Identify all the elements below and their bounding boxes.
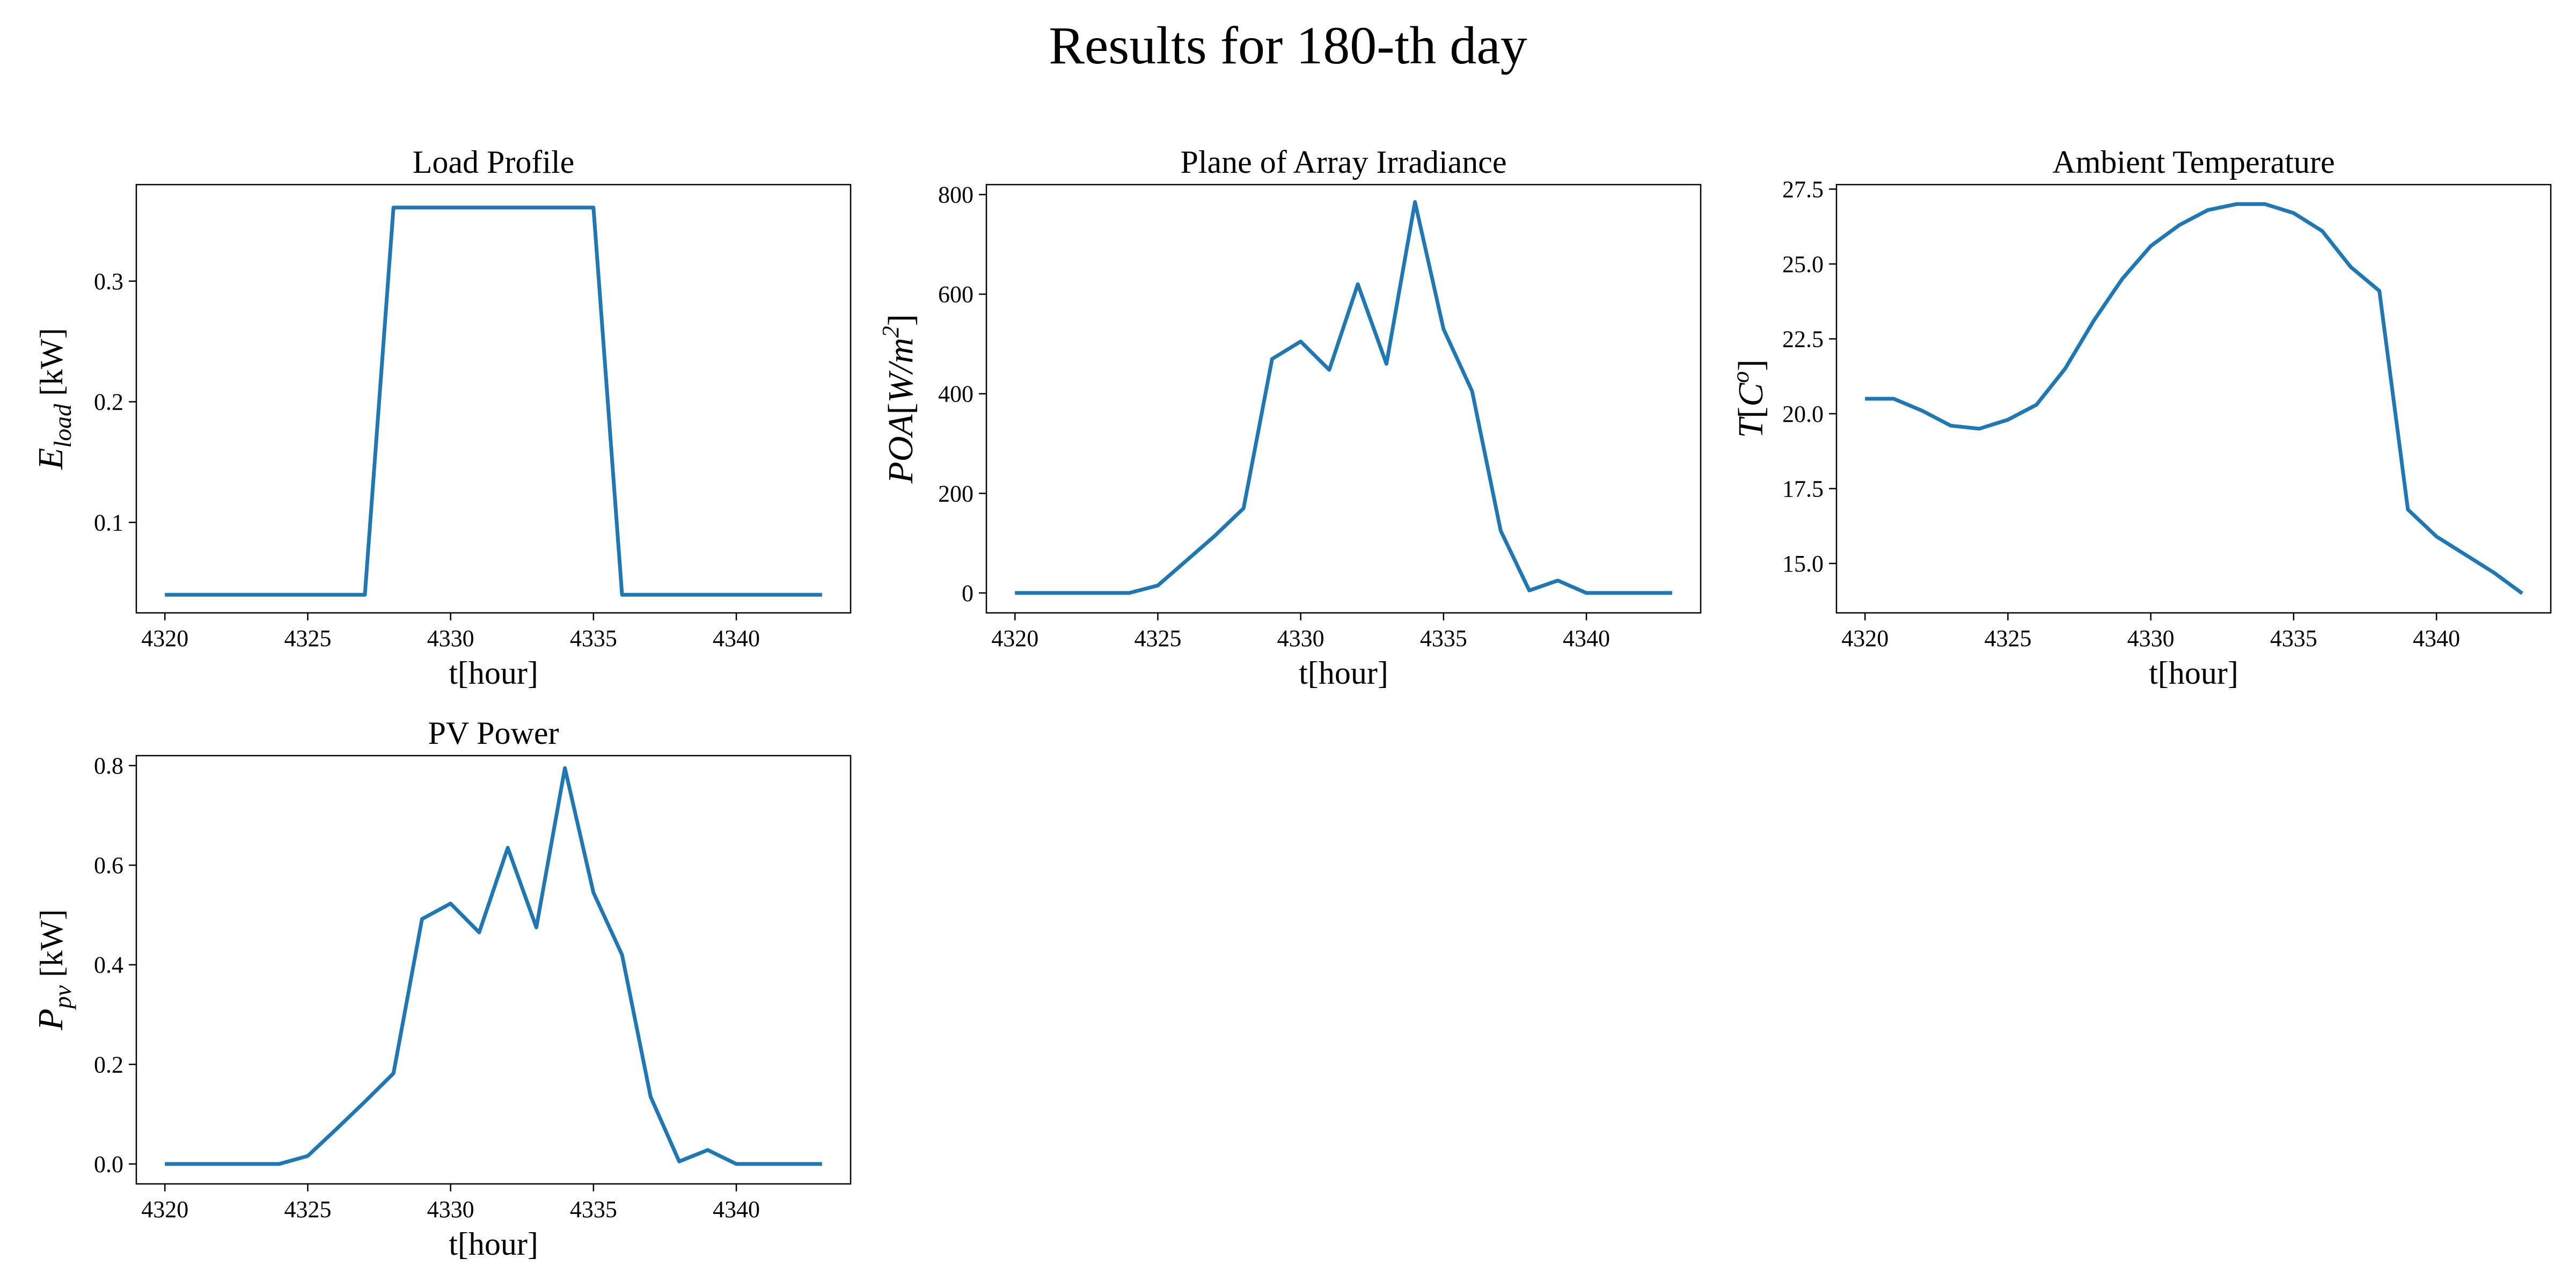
y-tick-label: 600 bbox=[938, 281, 974, 308]
x-tick-label: 4340 bbox=[713, 625, 760, 652]
x-tick-label: 4320 bbox=[141, 625, 188, 652]
x-tick-label: 4320 bbox=[141, 1196, 188, 1223]
x-tick-label: 4325 bbox=[284, 625, 331, 652]
x-tick-label: 4330 bbox=[1277, 625, 1324, 652]
y-tick-label: 0.4 bbox=[94, 952, 123, 978]
series-line bbox=[165, 766, 822, 1166]
y-tick-label: 17.5 bbox=[1782, 475, 1824, 502]
axes-frame bbox=[135, 755, 852, 1185]
series-line bbox=[165, 206, 822, 597]
plot-poa-irradiance: Plane of Array Irradiance 4320 4325 4330 433… bbox=[877, 144, 1702, 691]
plot-title: Ambient Temperature bbox=[2052, 144, 2334, 180]
y-tick-label: 15.0 bbox=[1782, 551, 1824, 577]
y-tick-label: 25.0 bbox=[1782, 251, 1824, 277]
y-tick-label: 0.8 bbox=[94, 753, 123, 779]
x-axis-label: t[hour] bbox=[449, 655, 538, 691]
y-tick-label: 200 bbox=[938, 480, 974, 507]
y-tick-label: 0.6 bbox=[94, 852, 123, 879]
series-line bbox=[1015, 200, 1672, 595]
x-tick-label: 4320 bbox=[1841, 625, 1889, 652]
x-tick-label: 4330 bbox=[427, 625, 474, 652]
x-tick-label: 4335 bbox=[570, 625, 617, 652]
y-axis-label: Ppv [kW] bbox=[31, 909, 76, 1030]
figure-title: Results for 180-th day bbox=[1049, 16, 1527, 75]
y-tick-label: 400 bbox=[938, 381, 974, 407]
x-tick-label: 4340 bbox=[1563, 625, 1610, 652]
x-tick-label: 4335 bbox=[570, 1196, 617, 1223]
y-tick-label: 0.0 bbox=[94, 1151, 123, 1177]
x-tick-label: 4320 bbox=[991, 625, 1038, 652]
plot-pv-power: PV Power 4320 4325 4330 4335 4340 0.0 0.2 0.4 0.6… bbox=[31, 715, 852, 1262]
x-tick-label: 4325 bbox=[284, 1196, 331, 1223]
y-tick-label: 0.3 bbox=[94, 268, 123, 295]
plot-load-profile: Load Profile 4320 4325 4330 4335 4340 0.1 0.2 0.… bbox=[31, 144, 852, 691]
y-tick-label: 800 bbox=[938, 182, 974, 208]
axes-frame bbox=[135, 184, 852, 614]
plot-ambient-temperature: Ambient Temperature 4320 4325 4330 4335 4340 1… bbox=[1728, 144, 2552, 691]
x-tick-label: 4325 bbox=[1134, 625, 1181, 652]
axes-frame bbox=[985, 184, 1702, 614]
y-axis-label: POA[W/m2] bbox=[877, 314, 920, 484]
y-tick-label: 0.1 bbox=[94, 509, 123, 536]
x-tick-label: 4330 bbox=[2127, 625, 2175, 652]
y-tick-label: 0 bbox=[962, 580, 974, 606]
plot-title: PV Power bbox=[428, 715, 559, 751]
plot-title: Load Profile bbox=[413, 144, 575, 180]
plot-title: Plane of Array Irradiance bbox=[1180, 144, 1506, 180]
y-tick-label: 20.0 bbox=[1782, 401, 1824, 427]
y-tick-label: 22.5 bbox=[1782, 326, 1824, 352]
x-tick-label: 4335 bbox=[1420, 625, 1467, 652]
x-axis-label: t[hour] bbox=[1299, 655, 1388, 691]
x-tick-label: 4325 bbox=[1984, 625, 2031, 652]
x-tick-label: 4335 bbox=[2270, 625, 2317, 652]
y-tick-label: 0.2 bbox=[94, 1051, 123, 1078]
x-tick-label: 4340 bbox=[2413, 625, 2460, 652]
y-axis-label: Eload [kW] bbox=[31, 328, 76, 470]
y-tick-label: 0.2 bbox=[94, 389, 123, 415]
y-tick-label: 27.5 bbox=[1782, 176, 1824, 202]
x-axis-label: t[hour] bbox=[2149, 655, 2238, 691]
x-tick-label: 4330 bbox=[427, 1196, 474, 1223]
series-line bbox=[1865, 202, 2523, 595]
x-axis-label: t[hour] bbox=[449, 1226, 538, 1262]
x-tick-label: 4340 bbox=[713, 1196, 760, 1223]
y-axis-label: T[Co] bbox=[1728, 360, 1770, 438]
axes-frame bbox=[1835, 184, 2552, 614]
